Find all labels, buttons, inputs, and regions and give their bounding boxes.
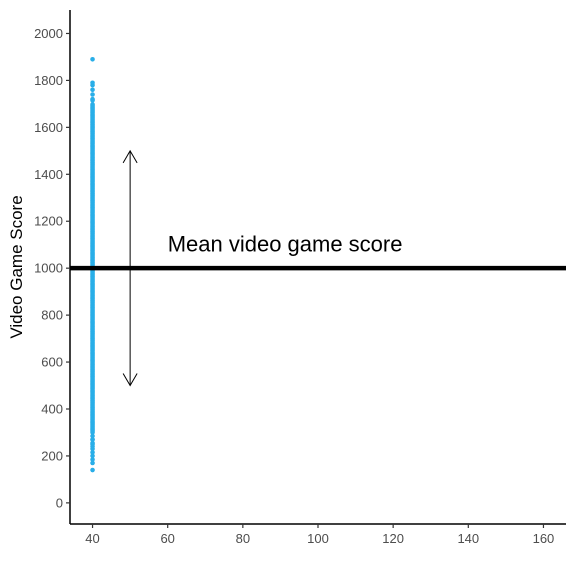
y-tick-label: 0 xyxy=(56,495,63,510)
data-point xyxy=(90,92,95,97)
mean-annotation: Mean video game score xyxy=(168,232,403,257)
y-axis-ticks: 0 200 400 600 800 1000 1200 1400 1600 1800 2000 xyxy=(34,26,70,510)
x-axis-ticks: 40 60 80 100 120 140 160 xyxy=(85,524,554,546)
y-axis-title: Video Game Score xyxy=(7,195,26,338)
x-tick-label: 140 xyxy=(457,531,479,546)
arrow-head-top xyxy=(122,149,138,164)
y-tick-label: 1400 xyxy=(34,167,63,182)
x-tick-label: 100 xyxy=(307,531,329,546)
y-tick-label: 2000 xyxy=(34,26,63,41)
y-tick-label: 400 xyxy=(41,401,63,416)
data-point xyxy=(90,453,95,459)
y-tick-label: 800 xyxy=(41,308,63,323)
x-tick-label: 40 xyxy=(85,531,99,546)
data-point xyxy=(90,87,95,93)
points-layer xyxy=(90,56,95,473)
data-point xyxy=(90,433,95,439)
data-point xyxy=(90,102,95,107)
y-tick-label: 1600 xyxy=(34,120,63,135)
x-tick-label: 80 xyxy=(236,531,250,546)
arrow-head-bottom xyxy=(122,373,138,387)
data-point xyxy=(90,457,95,462)
x-tick-label: 160 xyxy=(533,531,555,546)
data-point xyxy=(90,446,95,452)
data-point xyxy=(90,441,95,447)
data-point xyxy=(90,96,95,102)
data-point xyxy=(90,437,95,442)
data-point xyxy=(90,467,95,473)
y-tick-label: 600 xyxy=(41,355,63,370)
double-arrow xyxy=(122,149,138,387)
x-tick-label: 120 xyxy=(382,531,404,546)
data-point xyxy=(90,450,95,455)
y-tick-label: 1800 xyxy=(34,73,63,88)
y-tick-label: 1200 xyxy=(34,214,63,229)
data-point xyxy=(90,80,95,86)
x-tick-label: 60 xyxy=(160,531,174,546)
data-point xyxy=(90,56,95,62)
data-point xyxy=(90,460,95,466)
y-tick-label: 200 xyxy=(41,448,63,463)
y-tick-label: 1000 xyxy=(34,261,63,276)
